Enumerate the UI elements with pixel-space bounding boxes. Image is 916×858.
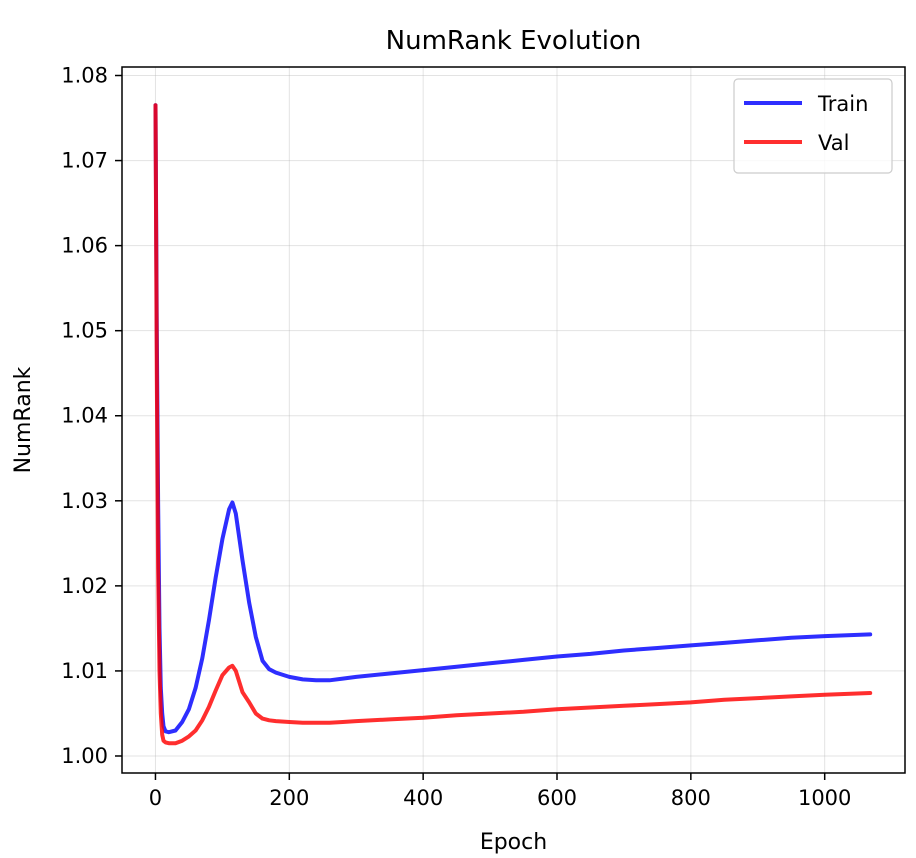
x-tick-label: 400 [403, 786, 443, 810]
axis-ticks: 0 200 400 600 800 1000 1.00 1.01 1.02 1.03 1.04 1.0… [61, 64, 851, 810]
x-tick-label: 200 [269, 786, 309, 810]
y-tick-label: 1.00 [61, 744, 108, 768]
series-line-val [153, 103, 873, 746]
x-tick-label: 800 [671, 786, 711, 810]
y-tick-label: 1.06 [61, 234, 108, 258]
y-tick-label: 1.04 [61, 404, 108, 428]
x-axis-label: Epoch [480, 830, 547, 855]
x-tick-label: 1000 [798, 786, 851, 810]
series-line-train [153, 103, 873, 735]
y-tick-label: 1.03 [61, 489, 108, 513]
x-tick-label: 600 [537, 786, 577, 810]
legend-label-train: Train [817, 92, 868, 116]
y-tick-label: 1.08 [61, 64, 108, 88]
y-axis-label: NumRank [11, 366, 36, 473]
grid [122, 67, 905, 773]
plot-frame [121, 66, 906, 774]
chart-title: NumRank Evolution [386, 26, 642, 56]
x-tick-label: 0 [149, 786, 162, 810]
y-tick-label: 1.07 [61, 149, 108, 173]
y-tick-label: 1.01 [61, 659, 108, 683]
legend: Train Val [733, 78, 893, 174]
y-tick-label: 1.02 [61, 574, 108, 598]
legend-label-val: Val [818, 131, 849, 155]
series-lines [153, 103, 873, 746]
y-tick-label: 1.05 [61, 319, 108, 343]
